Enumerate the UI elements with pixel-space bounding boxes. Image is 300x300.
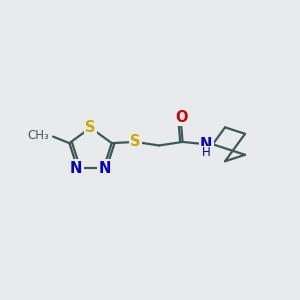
Text: N: N: [99, 160, 111, 175]
Text: N: N: [70, 160, 82, 175]
Text: N: N: [200, 137, 212, 152]
Text: O: O: [175, 110, 187, 125]
Text: H: H: [202, 146, 211, 159]
Text: S: S: [130, 134, 141, 149]
Text: CH₃: CH₃: [28, 130, 50, 142]
Text: S: S: [85, 120, 96, 135]
